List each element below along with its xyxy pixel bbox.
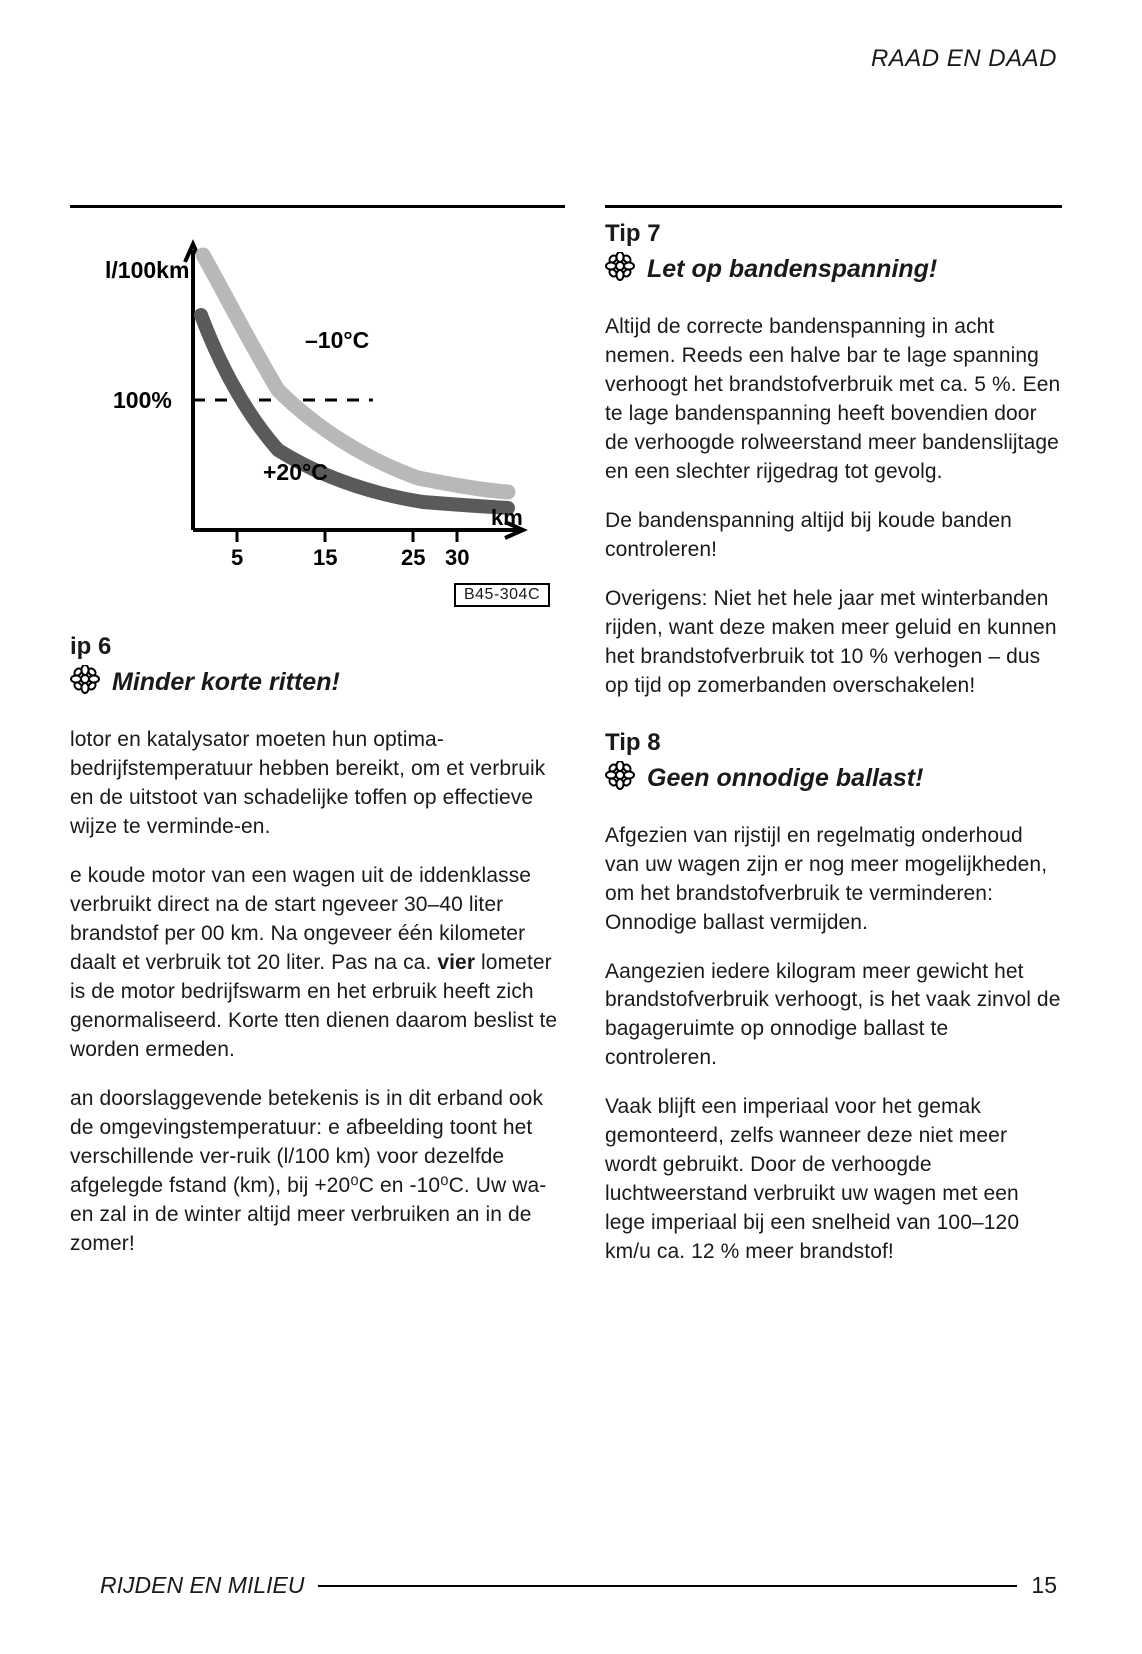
tip7-paragraph-2: De bandenspanning altijd bij koude bande… <box>605 507 1062 565</box>
tip6-paragraph-2: e koude motor van een wagen uit de idden… <box>70 862 565 1065</box>
chart-xtick-25: 25 <box>401 545 425 570</box>
page-footer: RIJDEN EN MILIEU 15 <box>100 1572 1057 1599</box>
tip8-paragraph-1: Afgezien van rijstijl en regelmatig onde… <box>605 822 1062 938</box>
tip7-paragraph-3: Overigens: Niet het hele jaar met winter… <box>605 585 1062 701</box>
flower-icon <box>605 252 639 291</box>
chart-id-label: B45-304C <box>454 583 550 607</box>
tip6-title: Minder korte ritten! <box>112 665 340 697</box>
chart-upper-curve-label: –10°C <box>305 327 369 353</box>
tip7-paragraph-1: Altijd de correcte bandenspanning in ach… <box>605 313 1062 487</box>
left-column: l/100km 100% –10°C +20°C km 5 15 25 30 B… <box>70 220 565 1287</box>
chart-xtick-5: 5 <box>231 545 243 570</box>
rule-top-right <box>605 205 1062 208</box>
tip8-number: Tip 8 <box>605 729 1062 757</box>
chart-y-tick: 100% <box>113 387 172 413</box>
chart-xtick-15: 15 <box>313 545 337 570</box>
flower-icon <box>70 665 104 704</box>
tip6-p2-bold: vier <box>437 951 475 974</box>
footer-rule <box>318 1585 1017 1587</box>
tip8-paragraph-3: Vaak blijft een imperiaal voor het gemak… <box>605 1093 1062 1267</box>
tip7-title: Let op bandenspanning! <box>647 252 937 284</box>
tip8-paragraph-2: Aangezien iedere kilogram meer gewicht h… <box>605 958 1062 1074</box>
chart-x-label: km <box>491 505 523 530</box>
right-column: Tip 7 Let op bande <box>605 220 1062 1287</box>
rule-top-left <box>70 205 565 208</box>
tip7-number: Tip 7 <box>605 220 1062 248</box>
page-number: 15 <box>1031 1572 1057 1599</box>
chart-lower-curve-label: +20°C <box>263 459 328 485</box>
chart-xtick-30: 30 <box>445 545 469 570</box>
tip6-paragraph-3: an doorslaggevende betekenis is in dit e… <box>70 1085 565 1259</box>
chart-y-label: l/100km <box>105 257 189 283</box>
tip6-paragraph-1: lotor en katalysator moeten hun optima- … <box>70 726 565 842</box>
footer-section: RIJDEN EN MILIEU <box>100 1572 304 1599</box>
page-section-header: RAAD EN DAAD <box>871 45 1057 73</box>
tip6-number: ip 6 <box>70 633 565 661</box>
fuel-consumption-chart: l/100km 100% –10°C +20°C km 5 15 25 30 B… <box>73 220 558 615</box>
tip8-title: Geen onnodige ballast! <box>647 761 923 793</box>
flower-icon <box>605 761 639 800</box>
